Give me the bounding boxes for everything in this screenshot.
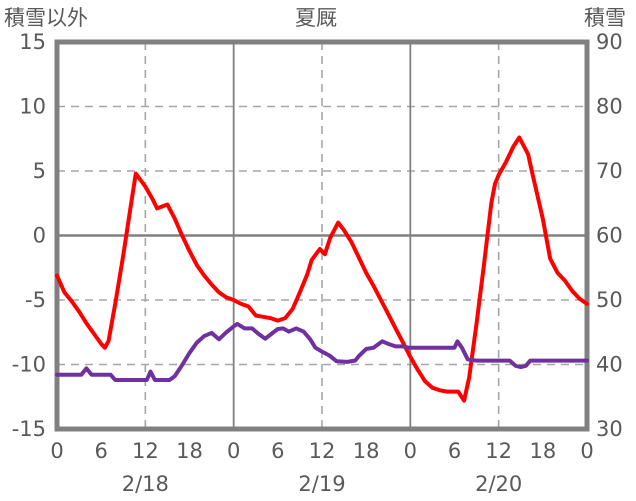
x-axis-hour-label: 0 <box>227 439 240 463</box>
right-axis-tick-label: 80 <box>596 95 623 119</box>
red-line <box>55 135 589 403</box>
x-axis-hour-label: 0 <box>580 439 593 463</box>
right-axis-tick-label: 30 <box>596 417 623 441</box>
x-axis-date-label: 2/18 <box>122 472 169 496</box>
left-axis-tick-label: -10 <box>12 353 46 377</box>
x-axis-hour-label: 0 <box>404 439 417 463</box>
x-axis-hour-label: 12 <box>132 439 159 463</box>
x-axis-hour-label: 0 <box>50 439 63 463</box>
right-axis-tick-label: 70 <box>596 159 623 183</box>
x-axis-date-label: 2/20 <box>475 472 522 496</box>
x-axis-hour-label: 18 <box>529 439 556 463</box>
chart-title: 夏厩 <box>295 6 337 30</box>
left-axis-tick-label: 15 <box>19 30 46 54</box>
right-axis-tick-label: 50 <box>596 288 623 312</box>
plot-frame <box>54 39 590 432</box>
x-axis-hour-label: 6 <box>94 439 107 463</box>
x-axis-hour-label: 6 <box>448 439 461 463</box>
left-axis-tick-label: 10 <box>19 95 46 119</box>
purple-line <box>55 321 589 382</box>
right-axis-tick-label: 60 <box>596 224 623 248</box>
x-axis-hour-label: 6 <box>271 439 284 463</box>
x-axis-hour-label: 18 <box>353 439 380 463</box>
right-axis-tick-label: 40 <box>596 353 623 377</box>
right-axis-tick-label: 90 <box>596 30 623 54</box>
x-axis-date-label: 2/19 <box>298 472 345 496</box>
left-axis-tick-label: -15 <box>12 417 46 441</box>
right-axis-title: 積雪 <box>584 6 626 30</box>
left-axis-title: 積雪以外 <box>4 6 88 30</box>
gridlines <box>57 42 587 429</box>
x-axis-hour-label: 12 <box>485 439 512 463</box>
left-axis-tick-label: 5 <box>33 159 46 183</box>
left-axis-tick-label: -5 <box>25 288 46 312</box>
series-lines <box>55 135 589 403</box>
left-axis-tick-label: 0 <box>33 224 46 248</box>
x-axis-hour-label: 12 <box>309 439 336 463</box>
x-axis-hour-label: 18 <box>176 439 203 463</box>
